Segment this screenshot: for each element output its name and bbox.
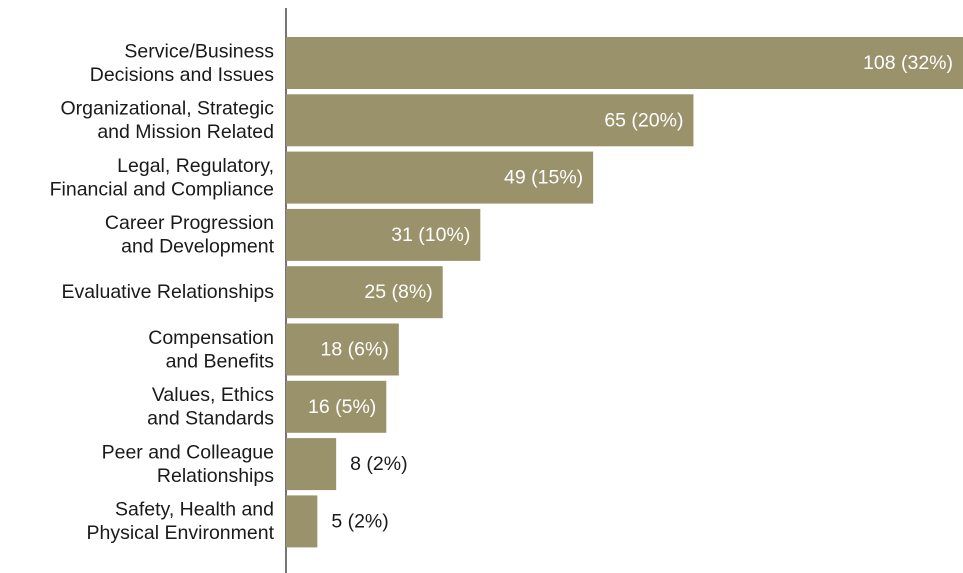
category-label: Safety, Health and (115, 499, 274, 521)
category-label: Peer and Colleague (102, 441, 274, 463)
category-label: and Development (121, 236, 274, 258)
bar (286, 94, 694, 147)
bar (286, 495, 318, 548)
category-label: Legal, Regulatory, (117, 155, 274, 177)
category-label: Relationships (157, 465, 274, 487)
category-label: Service/Business (124, 40, 274, 62)
category-label: and Standards (147, 408, 274, 430)
category-label: Decisions and Issues (90, 64, 275, 86)
data-labels-group: 108 (32%) 65 (20%) 49 (15%) 31 (10%) 25 (8%)… (308, 52, 953, 532)
data-label: 49 (15%) (504, 167, 583, 189)
bar (286, 438, 337, 491)
category-label: and Mission Related (97, 121, 274, 143)
bar (286, 266, 443, 319)
bar (286, 151, 594, 204)
category-label: Evaluative Relationships (62, 281, 275, 303)
data-label: 31 (10%) (391, 224, 470, 246)
category-label: Physical Environment (87, 522, 275, 544)
category-label: Compensation (148, 327, 274, 349)
category-label: Career Progression (105, 212, 274, 234)
data-label: 25 (8%) (364, 281, 432, 303)
data-label: 65 (20%) (604, 109, 683, 131)
category-label: and Benefits (166, 350, 275, 372)
bar (286, 380, 387, 433)
bar (286, 37, 963, 89)
data-label: 5 (2%) (331, 510, 388, 532)
data-label: 18 (6%) (321, 339, 389, 361)
bar (286, 323, 399, 376)
data-label: 16 (5%) (308, 396, 376, 418)
bar (286, 208, 481, 261)
category-label: Values, Ethics (152, 384, 274, 406)
data-label: 8 (2%) (350, 453, 407, 475)
data-label: 108 (32%) (863, 52, 953, 74)
category-label: Organizational, Strategic (60, 98, 274, 120)
category-label: Financial and Compliance (50, 178, 274, 200)
bars-group (286, 37, 963, 548)
